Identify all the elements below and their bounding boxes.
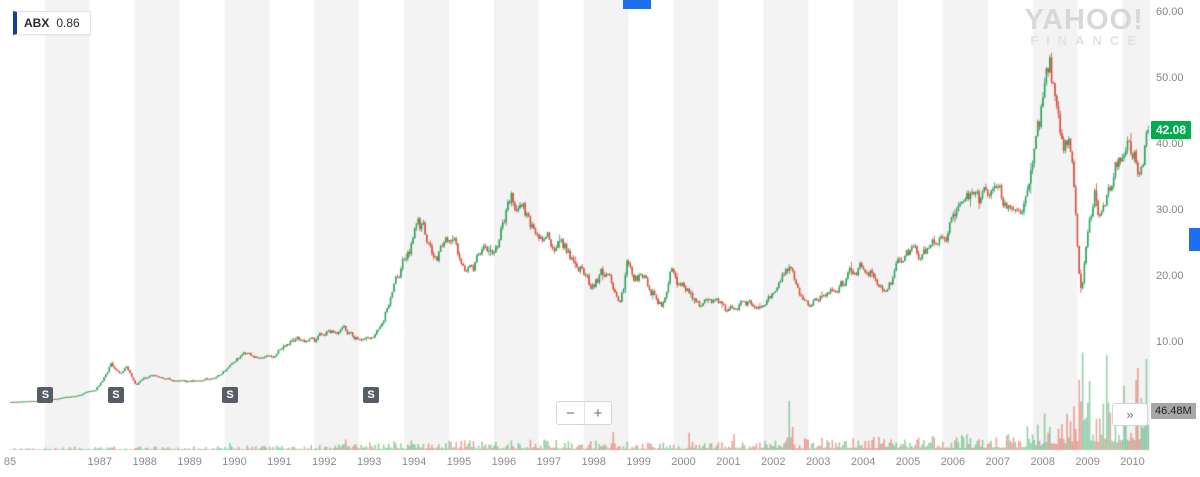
y-axis-label: 10.00: [1156, 336, 1184, 348]
ticker-change: 0.86: [56, 16, 80, 30]
x-axis-label: 2004: [850, 456, 876, 468]
expand-button[interactable]: »: [1112, 403, 1148, 426]
clipped-blue-element-top[interactable]: [623, 0, 651, 9]
x-axis-label: 1999: [626, 456, 651, 468]
zoom-in-button[interactable]: +: [584, 402, 611, 424]
volume-badge: 46.48M: [1151, 403, 1196, 419]
zoom-out-button[interactable]: −: [557, 402, 584, 424]
x-axis-label: 2002: [761, 456, 786, 468]
x-axis-label: 1993: [356, 456, 382, 468]
x-axis-label: 2003: [805, 456, 831, 468]
x-axis-label: 1988: [132, 456, 157, 468]
y-axis-label: 40.00: [1156, 138, 1184, 150]
split-marker[interactable]: S: [222, 387, 238, 403]
y-axis-label: 30.00: [1156, 204, 1184, 216]
x-axis-label: 1998: [581, 456, 606, 468]
x-axis-label: 1997: [536, 456, 562, 468]
split-marker[interactable]: S: [37, 387, 54, 403]
x-axis-label: 2010: [1120, 456, 1145, 468]
clipped-blue-element-right[interactable]: [1189, 228, 1200, 251]
x-axis-label: 2000: [671, 456, 696, 468]
ticker-symbol: ABX: [24, 16, 50, 30]
y-axis-label: 20.00: [1156, 270, 1184, 282]
ticker-badge[interactable]: ABX 0.86: [13, 11, 91, 35]
x-axis-label: 2006: [940, 456, 966, 468]
last-price-badge: 42.08: [1151, 121, 1192, 139]
x-axis-label: 1989: [177, 456, 202, 468]
x-axis-label: 1987: [87, 456, 113, 468]
x-axis-label: 2008: [1030, 456, 1055, 468]
x-axis-label: 2005: [895, 456, 921, 468]
x-axis-label: 2007: [985, 456, 1011, 468]
x-axis-label: 1994: [401, 456, 427, 468]
x-axis-label: 1992: [312, 456, 337, 468]
x-axis-label: 1990: [222, 456, 247, 468]
x-axis-label: 2009: [1075, 456, 1100, 468]
x-axis-label: 1991: [267, 456, 292, 468]
x-axis-label: 2001: [716, 456, 741, 468]
x-axis-label: 1995: [446, 456, 472, 468]
y-axis-label: 60.00: [1156, 6, 1184, 18]
split-marker[interactable]: S: [107, 387, 124, 403]
x-axis-label: 85: [3, 456, 17, 468]
x-axis-label: 1996: [491, 456, 517, 468]
split-marker[interactable]: S: [362, 387, 379, 403]
y-axis-label: 50.00: [1156, 72, 1184, 84]
zoom-control: − +: [556, 401, 612, 425]
